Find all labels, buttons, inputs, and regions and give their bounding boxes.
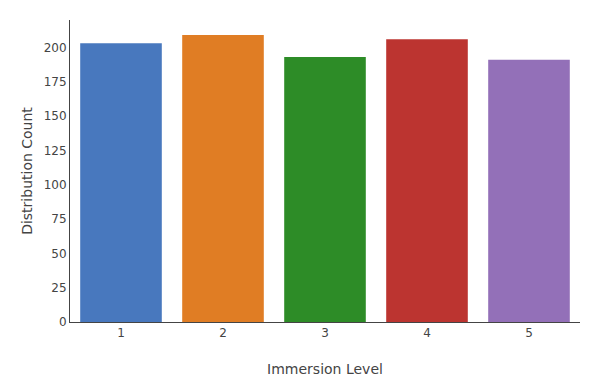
svg-text:1: 1 (117, 326, 125, 340)
svg-text:Distribution Count: Distribution Count (19, 107, 35, 235)
svg-text:0: 0 (59, 315, 67, 329)
svg-text:25: 25 (51, 281, 66, 295)
svg-text:200: 200 (44, 41, 67, 55)
svg-text:2: 2 (219, 326, 227, 340)
svg-text:4: 4 (423, 326, 431, 340)
svg-text:150: 150 (44, 109, 67, 123)
svg-text:100: 100 (44, 178, 67, 192)
svg-text:125: 125 (44, 144, 67, 158)
svg-text:175: 175 (44, 75, 67, 89)
svg-text:Immersion Level: Immersion Level (267, 361, 383, 377)
svg-text:50: 50 (51, 247, 66, 261)
svg-text:5: 5 (525, 326, 533, 340)
svg-text:3: 3 (321, 326, 329, 340)
svg-text:75: 75 (51, 212, 66, 226)
